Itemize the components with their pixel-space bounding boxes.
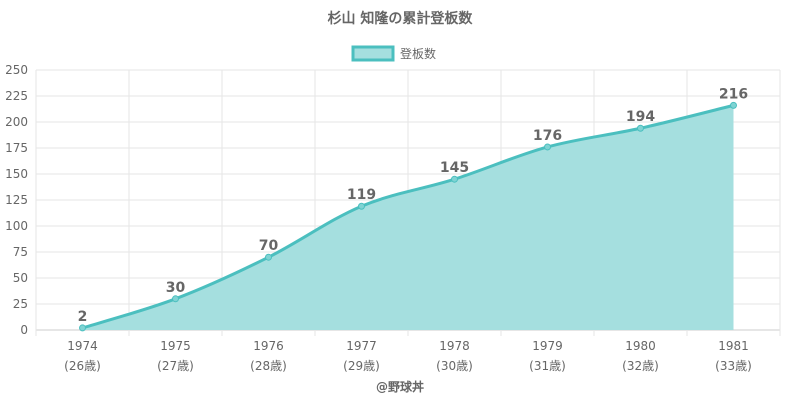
x-tick-label: 1977 — [346, 339, 377, 353]
x-tick-sublabel: (28歳) — [250, 359, 287, 373]
y-tick-label: 100 — [5, 219, 28, 233]
data-label: 2 — [78, 309, 88, 325]
x-tick-label: 1980 — [625, 339, 656, 353]
x-axis: 1974 (26歳) 1975 (27歳) 1976 (28歳) 1977 (29歳) 1978… — [64, 339, 752, 373]
y-tick-label: 200 — [5, 115, 28, 129]
legend[interactable]: 登板数 — [351, 45, 436, 62]
y-tick-label: 150 — [5, 167, 28, 181]
x-tick-sublabel: (32歳) — [622, 359, 659, 373]
y-tick-label: 225 — [5, 89, 28, 103]
x-tick-sublabel: (27歳) — [157, 359, 194, 373]
y-tick-label: 0 — [20, 323, 28, 337]
y-tick-label: 125 — [5, 193, 28, 207]
x-tick-sublabel: (31歳) — [529, 359, 566, 373]
x-tick-label: 1979 — [532, 339, 563, 353]
x-tick-sublabel: (29歳) — [343, 359, 380, 373]
data-label: 70 — [259, 238, 279, 254]
data-label: 194 — [626, 109, 655, 125]
series-area — [79, 101, 737, 332]
data-labels: 2 30 70 119 145 176 194 216 — [78, 86, 748, 325]
data-point[interactable] — [730, 101, 737, 109]
x-tick-label: 1976 — [253, 339, 284, 353]
x-tick-label: 1978 — [439, 339, 470, 353]
series-area-fill — [82, 105, 734, 330]
x-tick-label: 1981 — [718, 339, 749, 353]
data-label: 119 — [347, 187, 376, 203]
data-label: 216 — [719, 86, 748, 102]
legend-swatch — [351, 45, 395, 62]
footer-credit: @野球丼 — [376, 379, 424, 394]
x-tick-sublabel: (30歳) — [436, 359, 473, 373]
chart-title: 杉山 知隆の累計登板数 — [328, 10, 474, 27]
data-point[interactable] — [451, 175, 458, 183]
y-tick-label: 75 — [13, 245, 28, 259]
data-point[interactable] — [172, 295, 179, 303]
x-tick-label: 1974 — [67, 339, 98, 353]
y-tick-label: 25 — [13, 297, 28, 311]
data-label: 176 — [533, 128, 562, 144]
x-tick-sublabel: (26歳) — [64, 359, 101, 373]
y-tick-label: 175 — [5, 141, 28, 155]
x-tick-label: 1975 — [160, 339, 191, 353]
legend-label: 登板数 — [400, 46, 436, 61]
data-point[interactable] — [358, 202, 365, 210]
data-point[interactable] — [637, 124, 644, 132]
y-tick-label: 250 — [5, 63, 28, 77]
y-axis: 0 25 50 75 100 125 150 175 200 225 250 — [5, 63, 28, 337]
series-line — [82, 103, 734, 330]
y-tick-label: 50 — [13, 271, 28, 285]
data-point[interactable] — [265, 253, 272, 261]
data-label: 145 — [440, 160, 469, 176]
x-tick-sublabel: (33歳) — [715, 359, 752, 373]
data-point[interactable] — [544, 143, 551, 151]
data-label: 30 — [166, 280, 186, 296]
data-point[interactable] — [79, 324, 86, 332]
